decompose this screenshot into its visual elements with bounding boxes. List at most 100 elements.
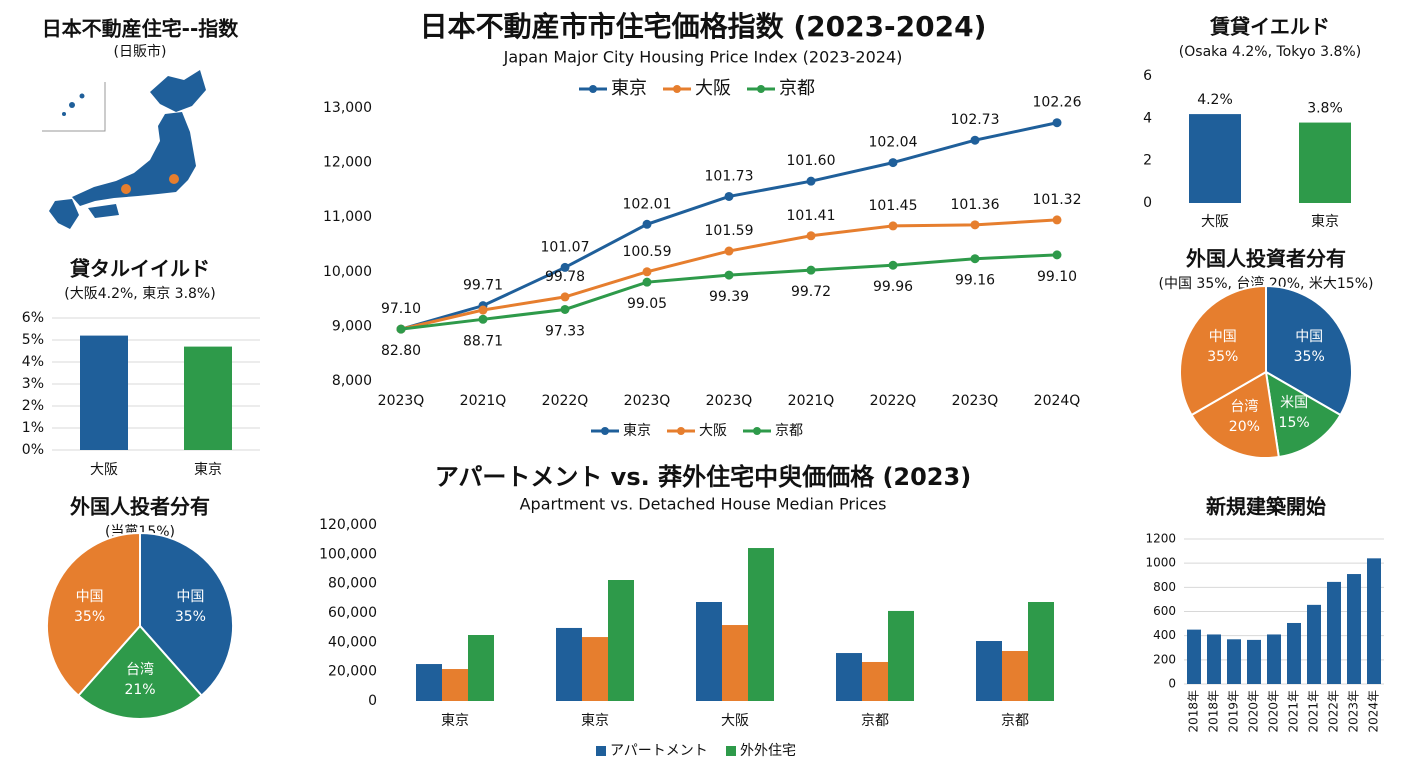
point-label: 101.45 <box>869 198 918 214</box>
x-tick-label: 2021Q <box>788 393 835 409</box>
y-tick-label: 9,000 <box>332 318 372 334</box>
chart-subtitle: (Osaka 4.2%, Tokyo 3.8%) <box>1179 44 1361 60</box>
slice-label: 中国 <box>176 589 204 605</box>
pie-slice <box>76 624 204 720</box>
y-tick-label: 400 <box>1153 628 1176 642</box>
bar <box>976 641 1002 701</box>
chart-subtitle: Japan Major City Housing Price Index (20… <box>503 48 903 67</box>
city-dot <box>169 174 179 184</box>
pie-slice <box>1265 284 1354 417</box>
chart-subtitle: (大阪4.2%, 東京 3.8%) <box>64 286 215 302</box>
point-label: 88.71 <box>463 333 503 349</box>
point-label: 101.59 <box>705 223 754 239</box>
inset-frame <box>42 82 106 132</box>
bar <box>1187 629 1201 684</box>
bar <box>1227 639 1241 684</box>
point-label: 97.33 <box>545 323 585 339</box>
x-tick-label: 2021年 <box>1307 690 1321 733</box>
slice-value: 35% <box>1294 349 1325 365</box>
point-label: 99.16 <box>955 273 995 289</box>
x-tick-label: 2023年 <box>1347 690 1361 733</box>
point-label: 102.01 <box>623 196 672 212</box>
bar <box>1002 650 1028 701</box>
bar <box>1299 122 1351 203</box>
city-dot <box>121 184 131 194</box>
point <box>806 231 816 241</box>
bar <box>184 346 232 450</box>
bar <box>80 335 128 450</box>
y-tick-label: 40,000 <box>328 634 377 650</box>
y-tick-label: 600 <box>1153 604 1176 618</box>
pie-slice <box>1178 284 1267 417</box>
legend-marker <box>753 427 761 435</box>
bar <box>696 602 722 701</box>
x-tick-label: 2021Q <box>460 393 507 409</box>
slice-label: 中国 <box>1295 329 1323 345</box>
bar <box>1367 558 1381 684</box>
x-tick-label: 2021年 <box>1287 690 1301 733</box>
point-label: 101.07 <box>541 239 590 255</box>
point <box>970 220 980 230</box>
point <box>724 270 734 280</box>
chart-subtitle: Apartment vs. Detached House Median Pric… <box>520 495 887 514</box>
point <box>888 158 898 168</box>
slice-value: 35% <box>175 609 206 625</box>
y-tick-label: 120,000 <box>319 517 377 533</box>
legend-label: 東京 <box>623 423 651 439</box>
point <box>642 267 652 277</box>
slice-value: 20% <box>1229 419 1260 435</box>
point-label: 102.26 <box>1033 95 1082 111</box>
legend-label: 京都 <box>779 78 815 99</box>
y-tick-label: 3% <box>22 376 44 392</box>
x-tick-label: 2023Q <box>378 393 425 409</box>
bar <box>1267 634 1281 684</box>
y-tick-label: 1000 <box>1145 556 1176 570</box>
y-tick-label: 0 <box>1143 195 1152 211</box>
point-label: 101.32 <box>1033 192 1082 208</box>
point-label: 99.71 <box>463 278 503 294</box>
bar <box>442 669 468 701</box>
legend-marker <box>757 85 765 93</box>
point-label: 82.80 <box>381 343 421 359</box>
chart-title: 外国人投者分有 <box>70 495 210 519</box>
x-tick-label: 2023Q <box>952 393 999 409</box>
x-tick-label: 京都 <box>1001 713 1029 729</box>
y-tick-label: 8,000 <box>332 373 372 389</box>
slice-label: 台湾 <box>1230 398 1258 415</box>
point <box>1052 215 1062 225</box>
map-subtitle: (日販市) <box>114 43 167 60</box>
x-tick-label: 2024Q <box>1034 393 1081 409</box>
x-tick-label: 2022Q <box>870 393 917 409</box>
point-label: 102.73 <box>951 112 1000 128</box>
point <box>1052 250 1062 260</box>
point <box>396 324 406 334</box>
bar <box>556 627 582 701</box>
bar <box>722 625 748 701</box>
point-label: 99.72 <box>791 284 831 300</box>
legend-marker <box>673 85 681 93</box>
point <box>806 265 816 275</box>
y-tick-label: 20,000 <box>328 664 377 680</box>
point-label: 99.05 <box>627 296 667 312</box>
island <box>79 93 85 99</box>
slice-label: 米国 <box>1280 395 1308 411</box>
slice-label: 中国 <box>1209 329 1237 345</box>
x-tick-label: 2018年 <box>1207 690 1221 733</box>
point-label: 97.10 <box>381 301 421 317</box>
hokkaido <box>150 70 206 112</box>
x-tick-label: 東京 <box>441 713 469 729</box>
point <box>478 314 488 324</box>
x-tick-label: 大阪 <box>1201 214 1229 230</box>
legend-label: 外外住宅 <box>740 743 796 759</box>
bar <box>1207 634 1221 684</box>
map-title: 日本不動産住宅--指数 <box>42 17 240 41</box>
slice-label: 台湾 <box>126 661 154 678</box>
value-label: 3.8% <box>1307 101 1343 117</box>
y-tick-label: 5% <box>22 332 44 348</box>
bar <box>468 635 494 701</box>
x-tick-label: 大阪 <box>90 462 118 478</box>
legend-marker <box>589 85 597 93</box>
point-label: 99.39 <box>709 289 749 305</box>
bar <box>888 610 914 701</box>
point-label: 99.78 <box>545 269 585 285</box>
